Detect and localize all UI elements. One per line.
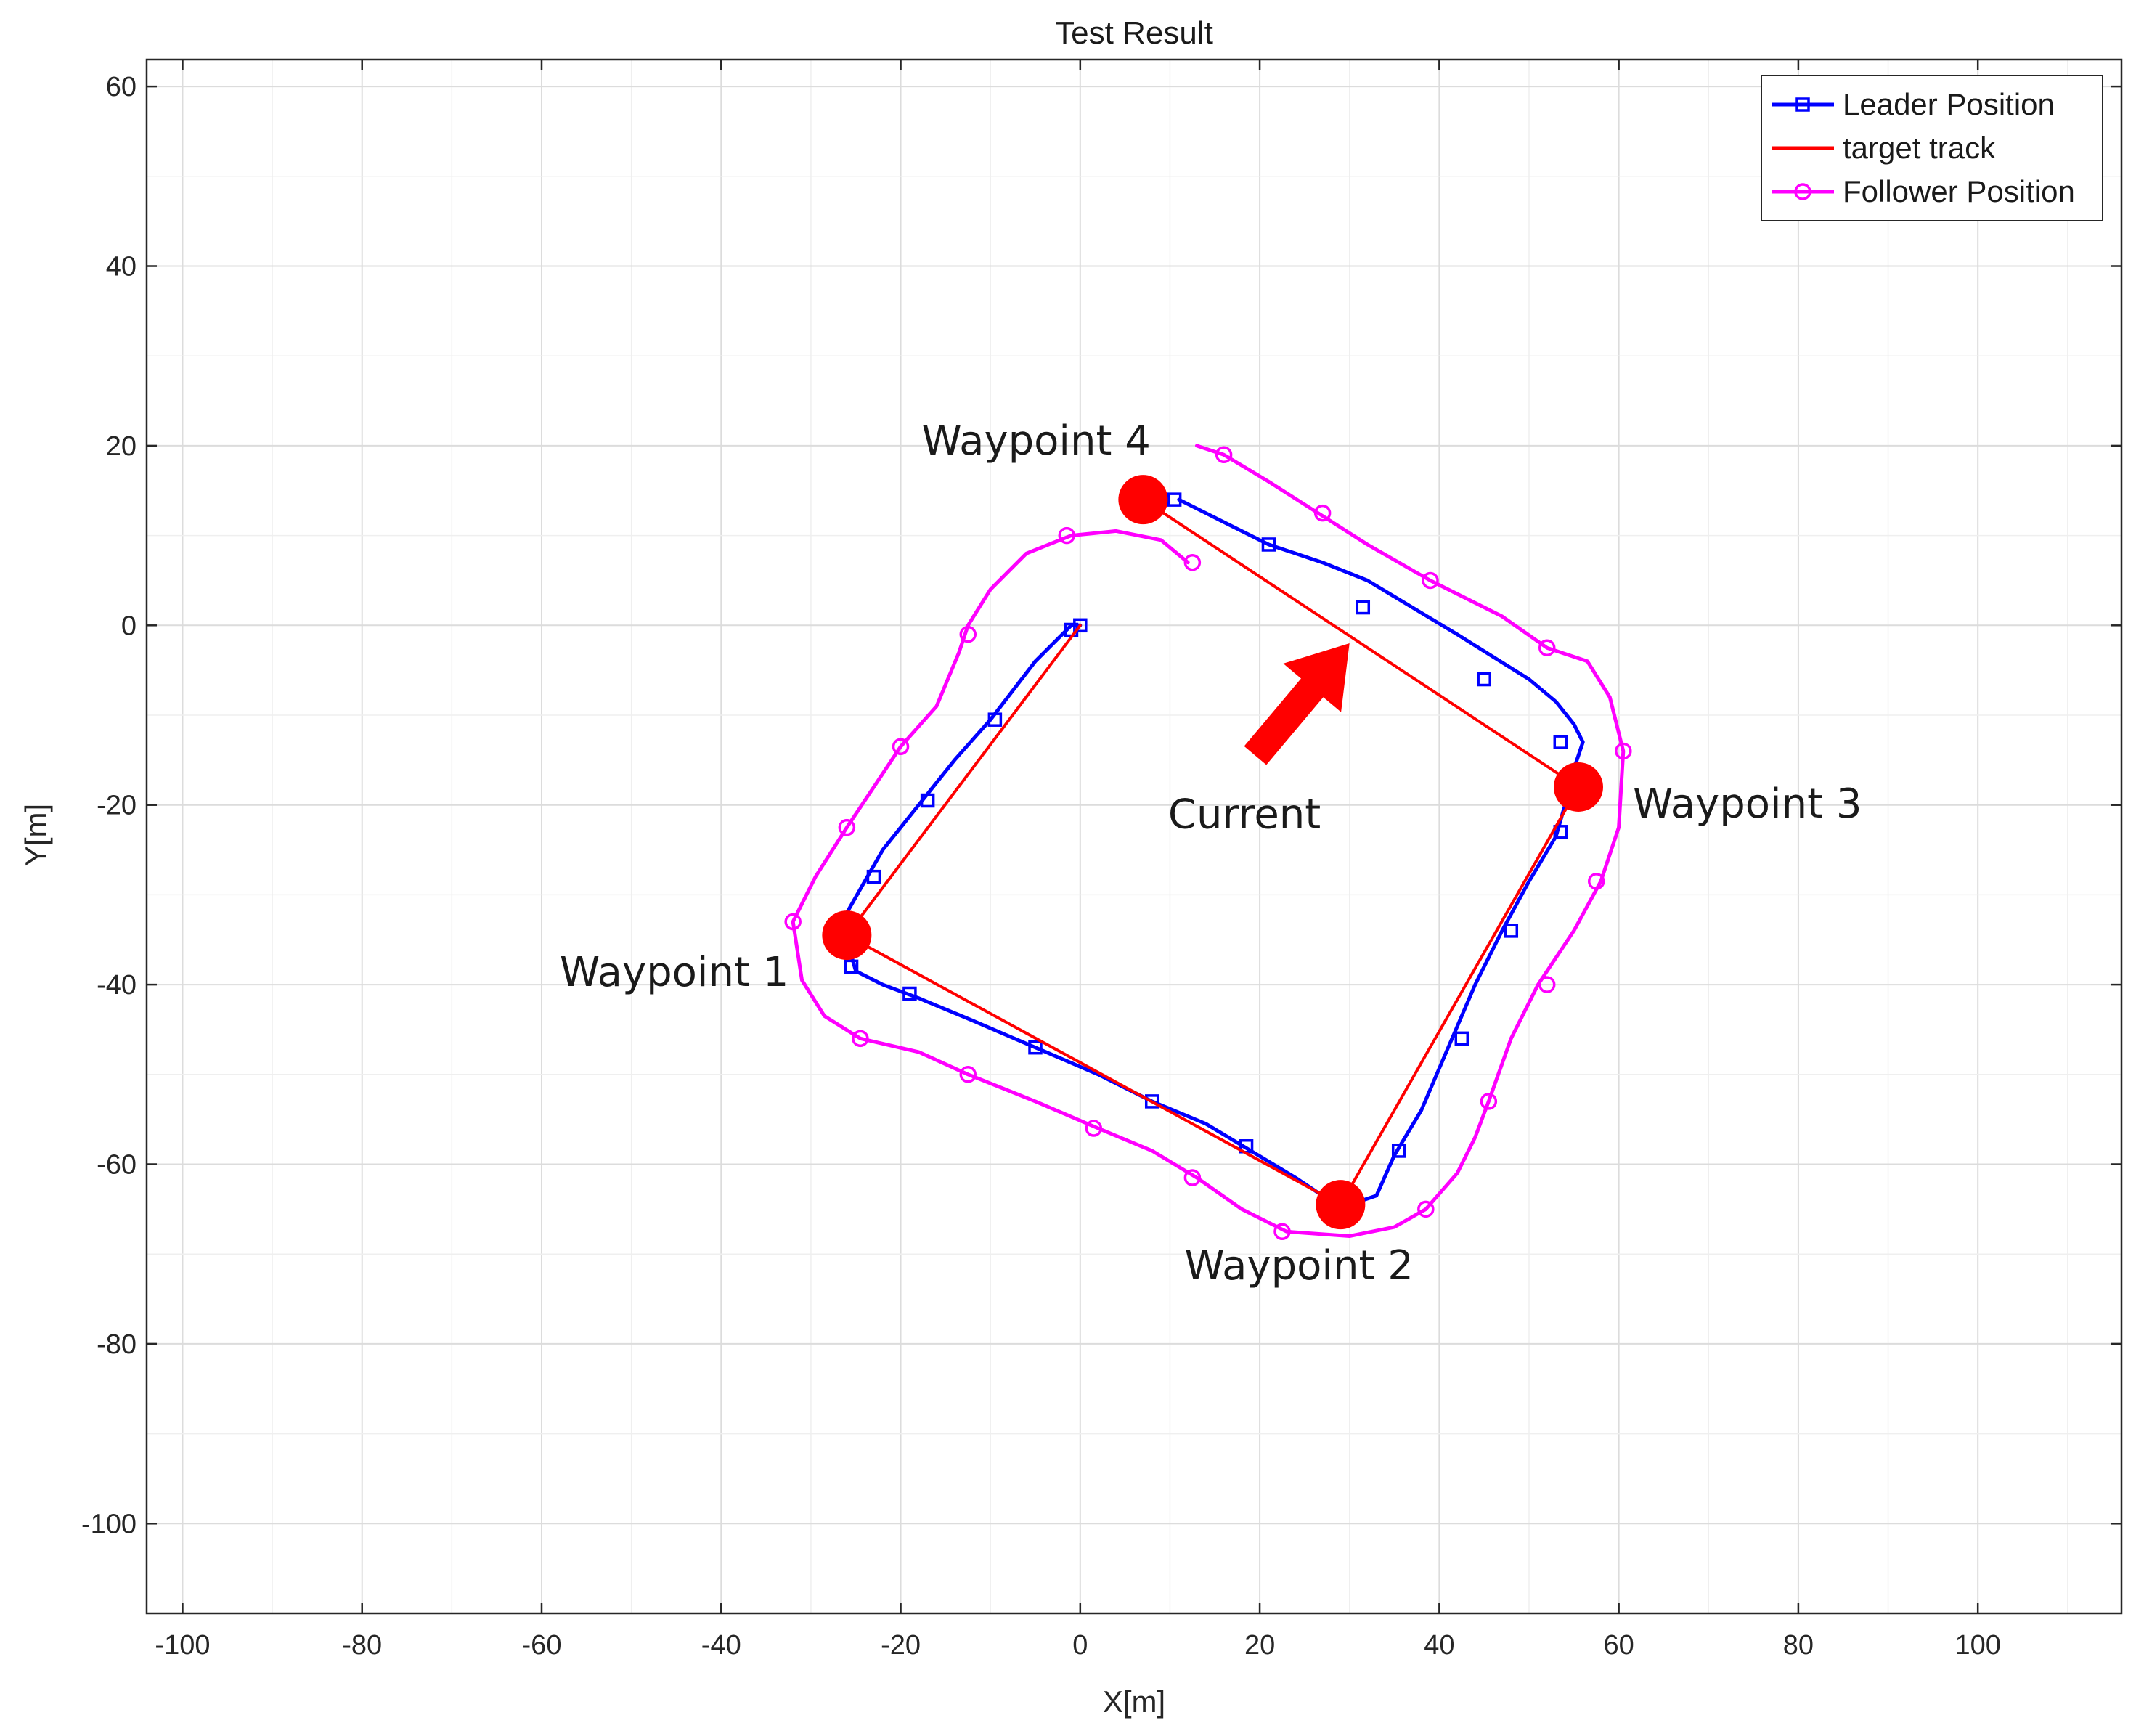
leader-position-marker: [1391, 1144, 1406, 1158]
y-tick-label: 0: [121, 611, 136, 641]
legend-marker-follower-position: [1794, 183, 1811, 200]
leader-position-marker: [1477, 672, 1491, 687]
x-tick-label: 0: [1072, 1630, 1088, 1660]
leader-position-marker: [920, 793, 935, 808]
follower-position-marker: [1538, 976, 1556, 993]
x-tick-label: -40: [701, 1630, 741, 1660]
follower-position-marker: [1480, 1093, 1498, 1110]
current-arrow: [1244, 643, 1350, 765]
y-tick-label: 60: [106, 72, 136, 102]
axes-box: [145, 58, 2123, 1615]
waypoint-label: Waypoint 2: [1184, 1242, 1414, 1289]
leader-position-marker: [902, 986, 917, 1001]
follower-position-marker: [1587, 873, 1605, 890]
x-tick-label: -20: [881, 1630, 921, 1660]
follower-position-marker: [1417, 1200, 1435, 1218]
follower-position-marker: [1215, 446, 1233, 464]
plot-area: [147, 60, 2121, 1613]
y-tick-label: -40: [97, 970, 136, 1001]
x-axis-label: X[m]: [1103, 1684, 1165, 1719]
follower-position-marker: [1183, 1169, 1202, 1186]
leader-position-marker: [1553, 735, 1568, 749]
waypoint-marker: [1554, 762, 1603, 812]
x-tick-label: -80: [342, 1630, 382, 1660]
plot-background: [147, 60, 2121, 1613]
x-tick-label: -60: [522, 1630, 562, 1660]
follower-position-marker: [1313, 504, 1332, 522]
follower-position-line: [791, 444, 1626, 1238]
y-axis-label: Y[m]: [19, 804, 53, 866]
y-tick-label: -80: [97, 1329, 136, 1360]
axes: -100 -80 -60 -40 -20 0 20 40 60 80 100 60 40 20 0 -20 -4…: [81, 58, 2123, 1660]
waypoint-label: Waypoint 4: [921, 417, 1151, 465]
waypoint-marker: [1316, 1180, 1366, 1230]
follower-position-marker: [1538, 639, 1556, 656]
y-tick-label: -100: [81, 1509, 136, 1539]
legend-label-target-track: target track: [1843, 131, 1996, 165]
current-label: Current: [1168, 791, 1321, 839]
follower-position-marker: [1085, 1120, 1103, 1137]
waypoint-layer: Waypoint 1 Waypoint 2 Waypoint 3 Waypoint 4: [560, 417, 1862, 1289]
follower-position-marker: [838, 818, 856, 836]
x-tick-label: 80: [1783, 1630, 1814, 1660]
leader-position-marker: [1504, 924, 1519, 938]
leader-position-marker: [844, 959, 859, 974]
leader-position-marker: [1553, 825, 1568, 839]
follower-position-marker: [1422, 571, 1439, 590]
follower-position-marker: [852, 1030, 869, 1048]
follower-position-marker: [959, 625, 977, 643]
x-tick-label: 100: [1954, 1630, 2000, 1660]
follower-position-marker: [1273, 1223, 1291, 1241]
leader-position-marker: [1454, 1031, 1469, 1046]
leader-position-marker: [1028, 1040, 1043, 1055]
follower-position-marker: [1183, 553, 1202, 571]
y-tick-label: -60: [97, 1150, 136, 1181]
y-tick-label: 40: [106, 252, 136, 282]
leader-position-marker: [866, 869, 881, 884]
x-tick-label: 20: [1244, 1630, 1275, 1660]
legend-label-leader-position: Leader Position: [1843, 87, 2055, 121]
leader-position-marker: [1073, 618, 1088, 633]
waypoint-label: Waypoint 1: [560, 949, 789, 996]
leader-position-marker: [1167, 492, 1182, 507]
legend-marker-leader-position: [1795, 97, 1810, 112]
leader-position-marker: [1261, 537, 1276, 552]
follower-position-marker: [892, 738, 910, 756]
y-tick-label: 20: [106, 431, 136, 462]
waypoint-marker: [822, 910, 872, 961]
follower-position-marker: [1615, 742, 1632, 760]
legend-label-follower-position: Follower Position: [1843, 174, 2075, 208]
annotation-layer: Current: [1168, 643, 1350, 839]
follower-position-marker: [959, 1066, 977, 1083]
leader-position-marker: [987, 712, 1003, 727]
chart-title: Test Result: [1055, 15, 1213, 51]
leader-position-marker: [1356, 600, 1371, 615]
y-tick-label: -20: [97, 791, 136, 821]
legend: Leader Position target track Follower Posi…: [1761, 75, 2103, 221]
follower-position-marker: [784, 913, 802, 931]
x-tick-label: -100: [155, 1630, 210, 1660]
follower-position-marker: [1058, 526, 1076, 545]
x-tick-label: 40: [1424, 1630, 1454, 1660]
leader-position-marker: [1144, 1094, 1159, 1109]
x-tick-label: 60: [1603, 1630, 1634, 1660]
waypoint-label: Waypoint 3: [1633, 781, 1862, 828]
grid: [147, 60, 2121, 1614]
waypoint-marker: [1118, 475, 1168, 525]
